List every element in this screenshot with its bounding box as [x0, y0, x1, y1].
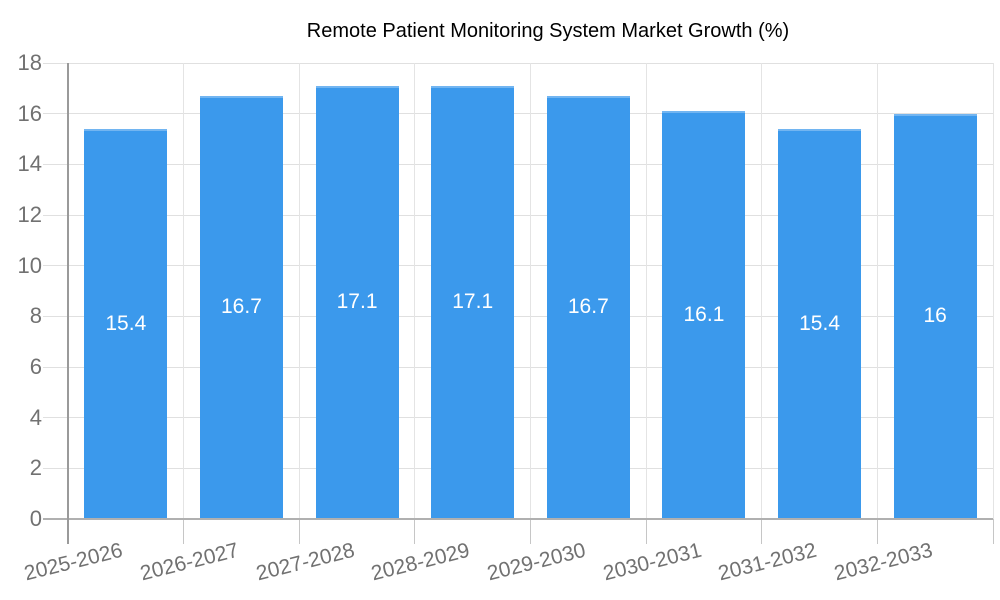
v-gridline	[992, 63, 994, 519]
x-tick	[414, 519, 416, 544]
x-axis-label: 2029-2030	[484, 538, 588, 586]
v-gridline	[414, 63, 416, 519]
bar[interactable]	[778, 128, 862, 519]
x-tick	[761, 519, 763, 544]
y-axis-label: 16	[17, 100, 42, 126]
x-axis-label: 2032-2033	[831, 538, 935, 586]
y-axis-label: 0	[29, 506, 42, 531]
bar-value-label: 17.1	[336, 290, 378, 314]
x-tick	[876, 519, 878, 544]
h-gridline	[43, 315, 993, 317]
x-tick	[530, 519, 531, 544]
y-axis-label: 10	[17, 252, 42, 278]
bar[interactable]	[84, 128, 168, 519]
bar[interactable]	[431, 85, 515, 519]
x-axis-label: 2030-2031	[600, 538, 704, 586]
x-tick	[645, 519, 647, 544]
bar[interactable]	[662, 111, 746, 519]
y-axis-label: 18	[17, 50, 42, 75]
x-axis-label: 2027-2028	[253, 538, 357, 586]
bar[interactable]	[893, 113, 977, 519]
bar-value-label: 15.4	[105, 311, 147, 335]
legend: Remote Patient Monitoring System Market …	[0, 19, 1000, 43]
legend-item[interactable]: Remote Patient Monitoring System Market …	[211, 19, 789, 43]
h-gridline	[43, 265, 993, 267]
h-gridline	[43, 62, 993, 64]
legend-swatch	[211, 20, 292, 43]
y-axis-label: 4	[29, 404, 42, 430]
x-axis-label: 2031-2032	[716, 538, 820, 586]
h-gridline	[43, 113, 993, 115]
y-axis-label: 2	[29, 455, 42, 481]
bar[interactable]	[199, 95, 283, 519]
x-axis-label: 2025-2026	[22, 538, 126, 586]
h-gridline	[43, 417, 993, 419]
y-axis-label: 6	[29, 354, 42, 379]
bar[interactable]	[315, 85, 399, 519]
v-gridline	[876, 63, 878, 519]
h-gridline	[43, 467, 993, 469]
h-gridline	[43, 214, 993, 216]
x-tick	[992, 519, 994, 544]
y-axis-label: 14	[17, 151, 42, 177]
v-gridline	[183, 63, 185, 519]
y-axis-line	[67, 63, 69, 544]
y-axis-label: 8	[29, 303, 42, 329]
x-tick	[183, 519, 185, 544]
bar[interactable]	[546, 95, 630, 519]
v-gridline	[645, 63, 647, 519]
y-axis-label: 12	[17, 202, 42, 227]
v-gridline	[530, 63, 531, 519]
bar-value-label: 15.4	[799, 311, 840, 335]
h-gridline	[43, 366, 993, 368]
bar-value-label: 16	[923, 304, 947, 328]
bar-value-label: 16.7	[567, 295, 609, 319]
h-gridline	[43, 163, 993, 165]
x-tick	[298, 519, 300, 544]
x-axis-label: 2028-2029	[369, 538, 473, 586]
v-gridline	[761, 63, 763, 519]
x-axis-label: 2026-2027	[137, 538, 241, 586]
bar-value-label: 16.7	[221, 295, 262, 319]
v-gridline	[298, 63, 300, 519]
baseline	[43, 518, 993, 520]
legend-label: Remote Patient Monitoring System Market …	[306, 20, 790, 42]
bar-value-label: 17.1	[452, 290, 494, 314]
bar-value-label: 16.1	[683, 303, 725, 327]
